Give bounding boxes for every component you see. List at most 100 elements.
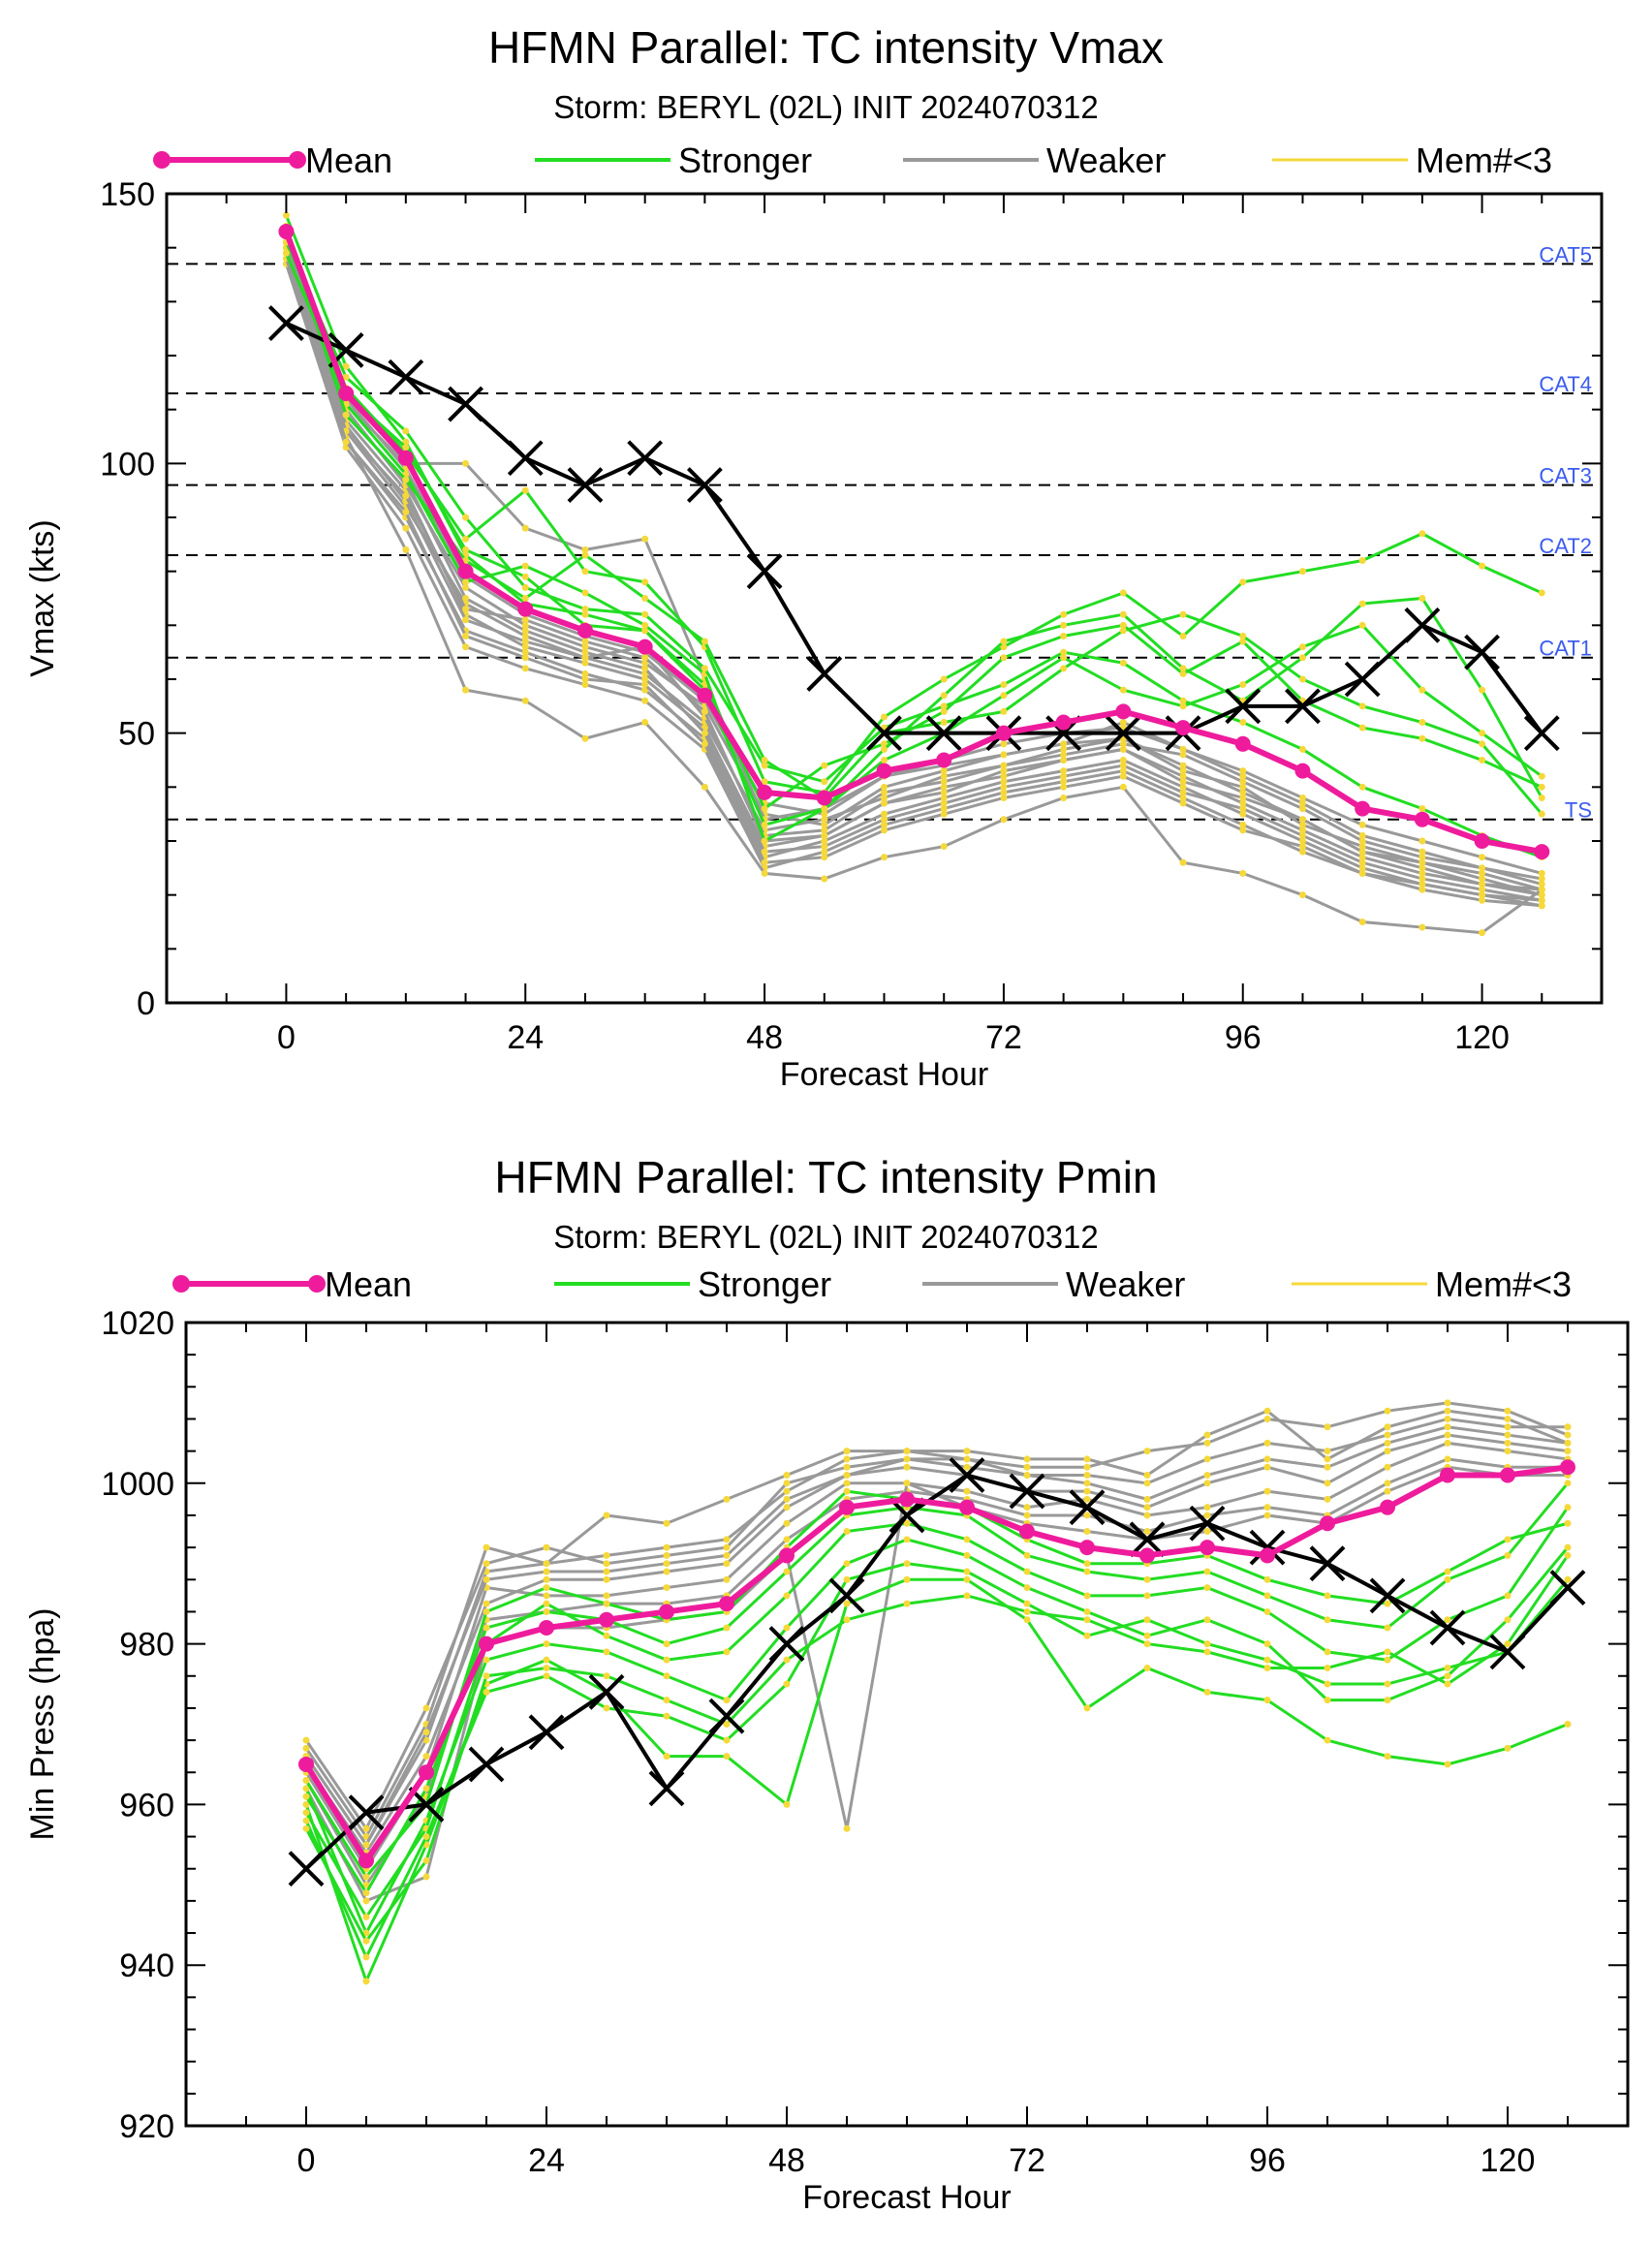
member-point	[1564, 1721, 1572, 1728]
member-point	[1179, 799, 1187, 807]
member-line-stronger	[284, 231, 1543, 816]
member-point	[1119, 745, 1127, 753]
observed-marker	[1464, 634, 1500, 670]
member-point	[663, 1697, 670, 1704]
observed-marker	[1249, 1529, 1286, 1566]
member-point	[1418, 530, 1426, 538]
member-point	[1119, 783, 1127, 791]
mean-point	[419, 1764, 434, 1781]
member-point	[1358, 848, 1366, 856]
member-point	[543, 1543, 550, 1551]
member-point	[843, 1824, 851, 1832]
member-point	[1479, 730, 1486, 737]
member-point	[462, 686, 470, 694]
member-point	[1479, 896, 1486, 904]
member-point	[1384, 1697, 1391, 1704]
member-point	[843, 1448, 851, 1455]
member-point	[1298, 891, 1306, 899]
plot-frame	[184, 1321, 1630, 2128]
x-axis-label: Forecast Hour	[780, 1056, 988, 1093]
member-point	[783, 1487, 791, 1495]
member-point	[1444, 1761, 1451, 1768]
member-point	[1418, 869, 1426, 877]
observed-marker	[288, 1851, 325, 1887]
member-point	[963, 1455, 971, 1463]
member-point	[701, 730, 708, 737]
member-point	[1418, 875, 1426, 883]
member-point	[603, 1704, 610, 1712]
member-point	[1384, 1463, 1391, 1471]
member-point	[1060, 745, 1068, 753]
member-point	[963, 1536, 971, 1543]
observed-marker	[806, 656, 843, 692]
member-point	[521, 638, 529, 645]
member-point	[1358, 864, 1366, 872]
member-point	[1203, 1584, 1211, 1592]
member-point	[881, 757, 888, 764]
member-point	[543, 1640, 550, 1648]
member-point	[761, 869, 768, 877]
member-line-weaker	[304, 1441, 1569, 1872]
member-point	[1298, 843, 1306, 851]
member-point	[723, 1624, 731, 1632]
member-point	[402, 524, 410, 532]
member-point	[1060, 783, 1068, 791]
member-point	[1239, 869, 1247, 877]
member-point	[1179, 751, 1187, 759]
member-point	[362, 1897, 370, 1905]
member-point	[1179, 670, 1187, 677]
y-tick-label: 0	[137, 985, 155, 1022]
y-tick-label: 150	[100, 176, 155, 213]
mean-point	[1139, 1547, 1155, 1564]
observed-marker	[1069, 1489, 1106, 1526]
member-point	[761, 821, 768, 828]
observed-marker	[507, 440, 544, 477]
member-point	[462, 595, 470, 602]
y-tick-label: 940	[119, 1948, 174, 1984]
member-point	[581, 606, 589, 613]
member-point	[1263, 1439, 1271, 1447]
member-point	[1083, 1487, 1091, 1495]
legend-label: Stronger	[698, 1264, 831, 1304]
observed-marker	[708, 1698, 745, 1734]
member-point	[483, 1607, 490, 1615]
member-point	[1564, 1551, 1572, 1559]
member-point	[521, 524, 529, 532]
member-point	[1418, 686, 1426, 694]
mean-point	[1055, 714, 1072, 731]
member-point	[342, 362, 350, 370]
member-point	[1564, 1448, 1572, 1455]
member-point	[1263, 1640, 1271, 1648]
member-point	[1324, 1592, 1331, 1600]
member-point	[1418, 923, 1426, 931]
member-point	[1203, 1512, 1211, 1519]
member-point	[940, 783, 948, 791]
observed-marker	[1189, 1505, 1226, 1542]
member-point	[1203, 1480, 1211, 1487]
member-point	[1298, 837, 1306, 845]
member-point	[1298, 794, 1306, 801]
member-point	[1384, 1448, 1391, 1455]
member-line-weaker	[284, 247, 1543, 908]
member-point	[302, 1792, 310, 1800]
member-point	[1083, 1495, 1091, 1503]
member-point	[1179, 794, 1187, 801]
member-point	[963, 1463, 971, 1471]
member-point	[483, 1672, 490, 1680]
member-point	[1564, 1504, 1572, 1512]
mean-point	[1019, 1523, 1035, 1540]
member-point	[1203, 1640, 1211, 1648]
x-tick-label: 24	[507, 1019, 544, 1056]
member-point	[302, 1824, 310, 1832]
mean-point	[1200, 1540, 1215, 1556]
mean-point	[1079, 1540, 1095, 1556]
member-point	[1000, 751, 1008, 759]
member-point	[581, 568, 589, 576]
member-point	[783, 1592, 791, 1600]
observed-marker	[528, 1714, 565, 1751]
member-point	[940, 843, 948, 851]
member-point	[1119, 719, 1127, 727]
member-line-weaker	[284, 263, 1543, 908]
member-point	[903, 1575, 911, 1583]
member-point	[1119, 772, 1127, 780]
